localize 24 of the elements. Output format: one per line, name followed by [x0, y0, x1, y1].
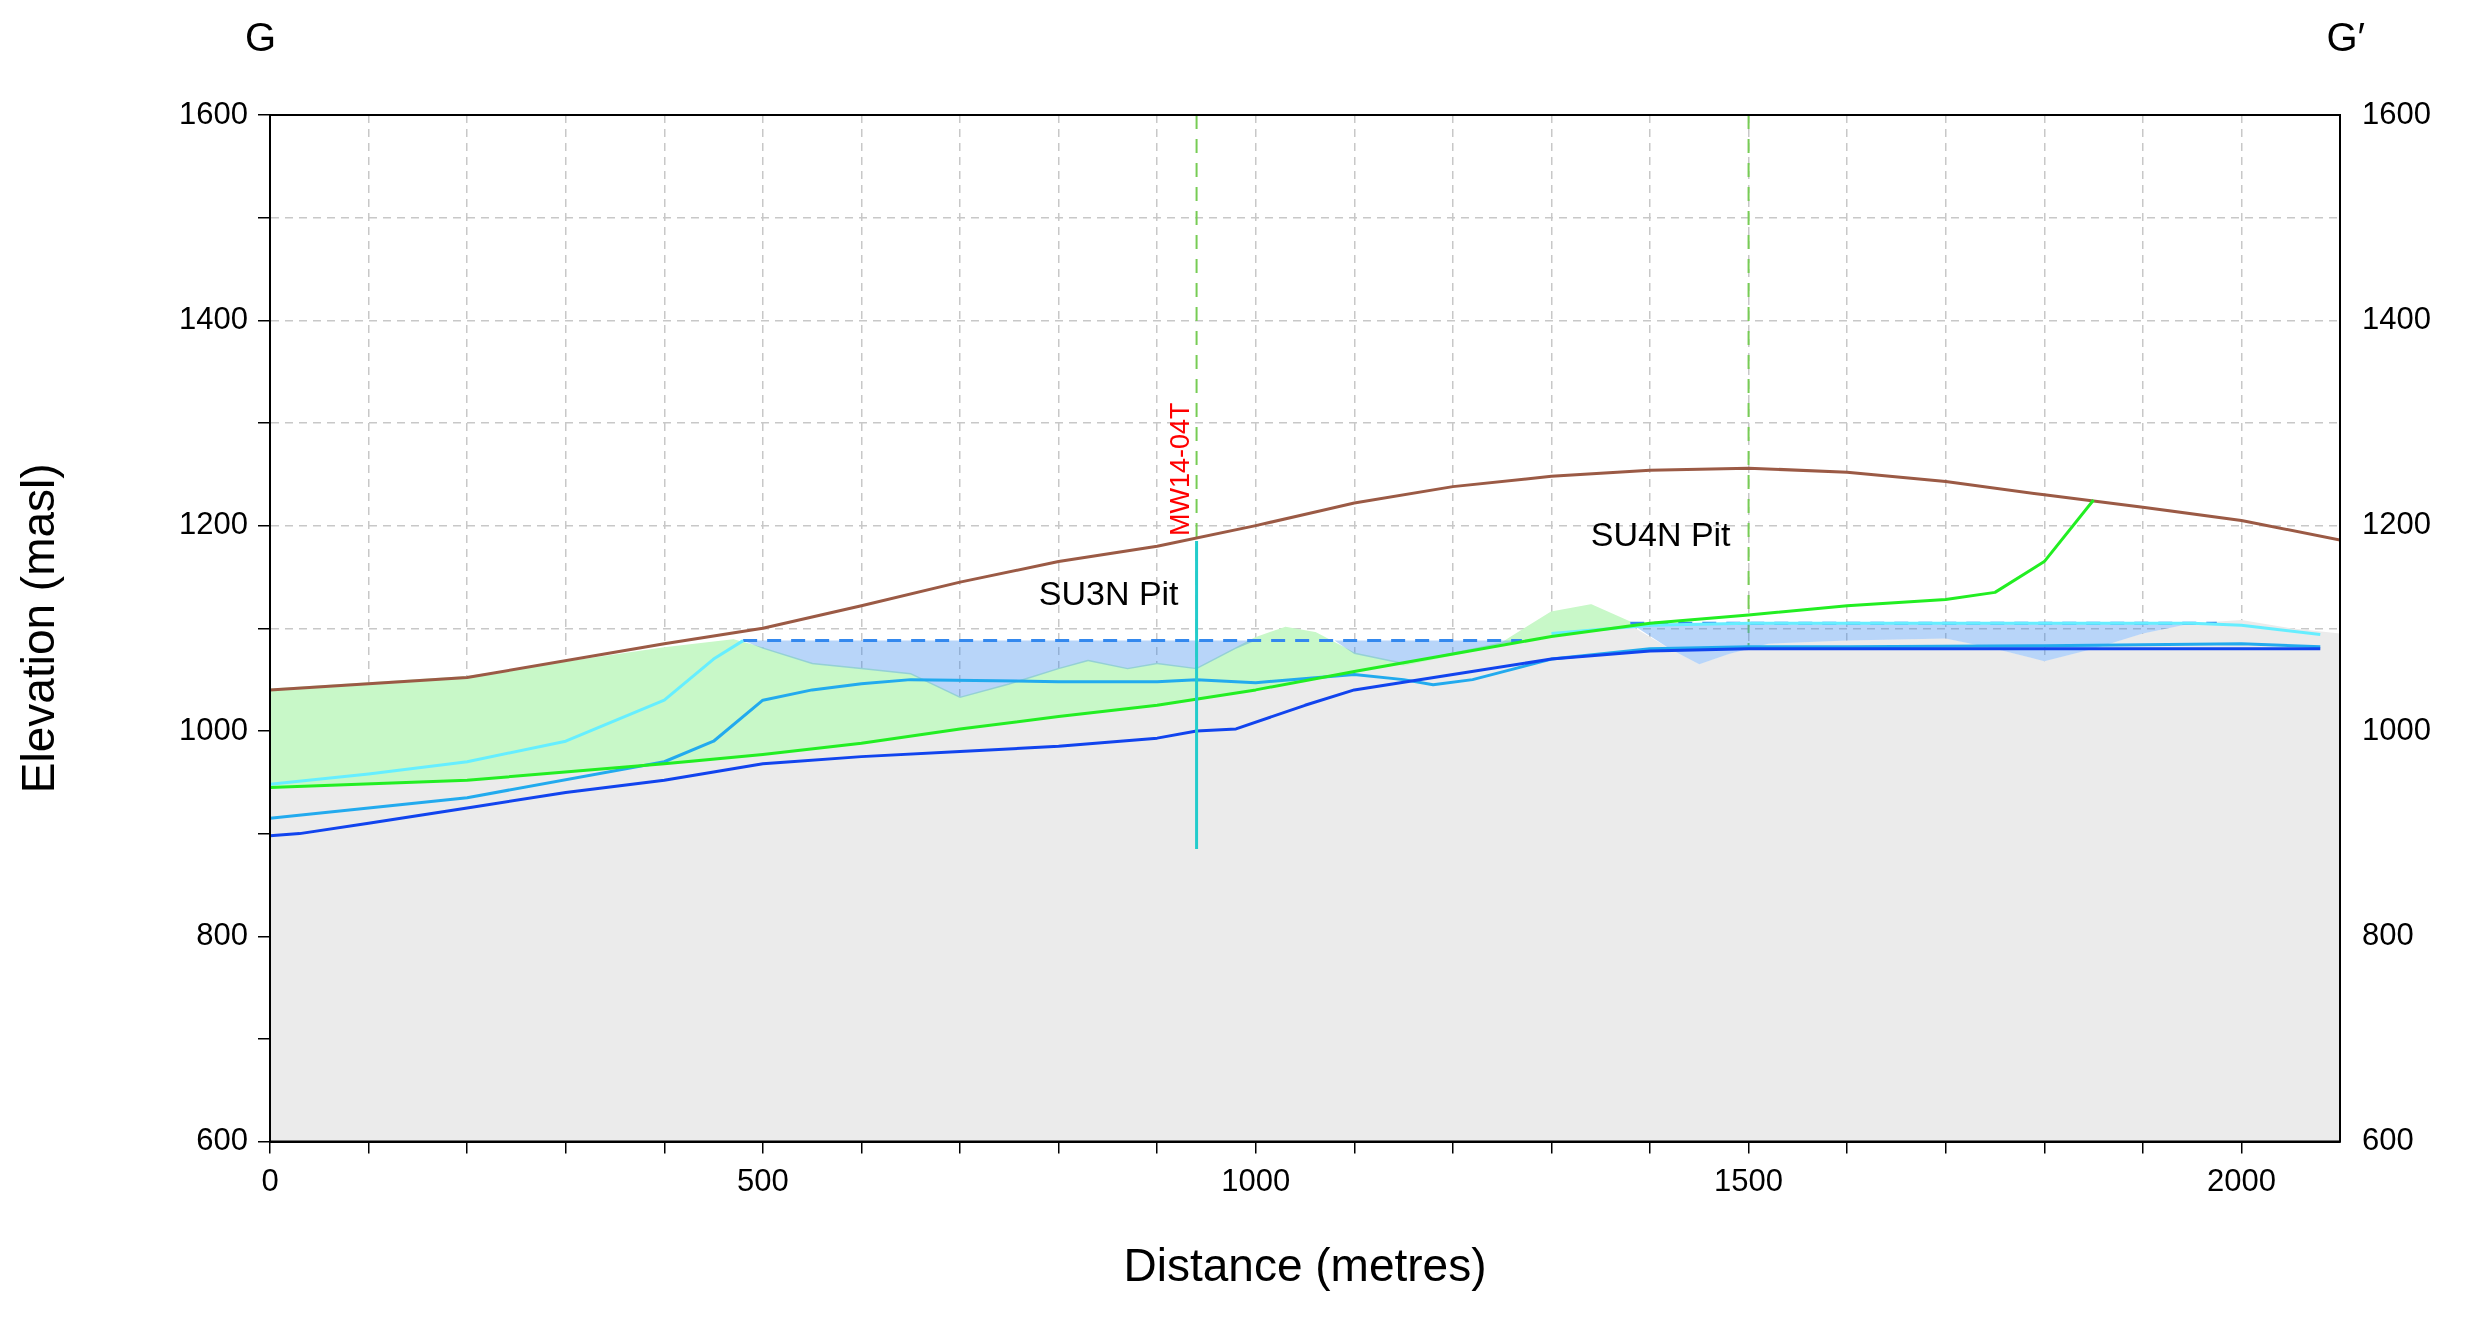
y-tick-label: 1600: [179, 95, 248, 131]
x-axis-title: Distance (metres): [1123, 1239, 1487, 1292]
annotation: MW14-04T: [1164, 402, 1195, 536]
y-axis-title: Elevation (masl): [12, 463, 65, 794]
text: G: [245, 15, 277, 60]
y2-tick-label: 1000: [2362, 711, 2431, 747]
text: G′: [2326, 15, 2365, 60]
annotation: SU3N Pit: [1038, 573, 1180, 612]
y-tick-label: 800: [196, 916, 248, 952]
y-tick-label: 1000: [179, 711, 248, 747]
y-tick-label: 600: [196, 1122, 248, 1158]
y-tick-label: 1200: [179, 506, 248, 542]
y2-tick-label: 1200: [2362, 506, 2431, 542]
x-tick-label: 0: [261, 1162, 279, 1198]
y2-tick-label: 800: [2362, 916, 2414, 952]
y2-tick-label: 1600: [2362, 95, 2431, 131]
annotation: SU4N Pit: [1590, 514, 1732, 553]
x-tick-label: 2000: [2206, 1162, 2276, 1198]
x-tick-label: 1500: [1714, 1162, 1784, 1198]
y-tick-label: 1400: [179, 300, 248, 336]
x-tick-label: 500: [736, 1162, 789, 1198]
y2-tick-label: 1400: [2362, 300, 2431, 336]
x-tick-label: 1000: [1221, 1162, 1291, 1198]
y2-tick-label: 600: [2362, 1122, 2414, 1158]
